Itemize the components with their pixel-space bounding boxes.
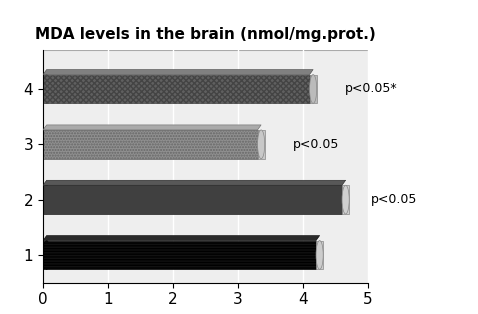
Bar xyxy=(43,130,258,159)
Bar xyxy=(310,75,317,103)
Ellipse shape xyxy=(258,130,265,159)
Ellipse shape xyxy=(43,130,50,159)
Text: p<0.05*: p<0.05* xyxy=(345,83,398,95)
Ellipse shape xyxy=(310,75,317,103)
Bar xyxy=(43,185,342,214)
Polygon shape xyxy=(43,236,320,241)
Ellipse shape xyxy=(316,241,323,269)
Polygon shape xyxy=(43,125,261,130)
Ellipse shape xyxy=(43,75,50,103)
Text: p<0.05: p<0.05 xyxy=(371,193,418,206)
Polygon shape xyxy=(43,180,346,185)
Bar xyxy=(342,185,349,214)
Bar xyxy=(316,241,323,269)
Text: p<0.05: p<0.05 xyxy=(293,138,340,151)
Title: MDA levels in the brain (nmol/mg.prot.): MDA levels in the brain (nmol/mg.prot.) xyxy=(35,27,376,42)
Ellipse shape xyxy=(43,185,50,214)
Bar xyxy=(43,241,316,269)
Ellipse shape xyxy=(43,241,50,269)
Ellipse shape xyxy=(342,185,349,214)
Polygon shape xyxy=(43,70,313,75)
Bar xyxy=(258,130,265,159)
Bar xyxy=(43,75,310,103)
